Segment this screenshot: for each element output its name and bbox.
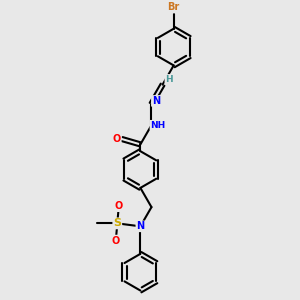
Text: NH: NH <box>150 121 166 130</box>
Text: N: N <box>136 221 144 231</box>
Text: O: O <box>112 236 120 245</box>
Text: O: O <box>112 134 121 144</box>
Text: H: H <box>165 75 173 84</box>
Text: N: N <box>152 96 160 106</box>
Text: S: S <box>113 218 121 228</box>
Text: Br: Br <box>167 2 180 12</box>
Text: O: O <box>115 201 123 211</box>
